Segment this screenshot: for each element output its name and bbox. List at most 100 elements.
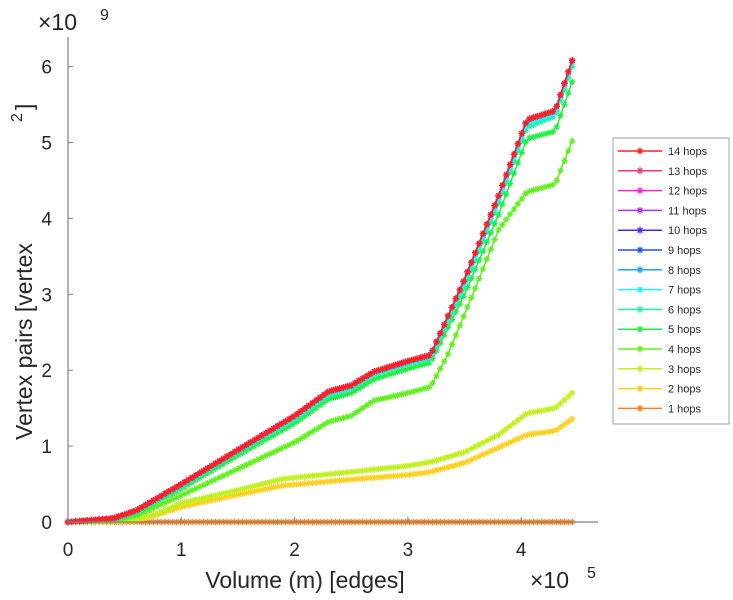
data-point-marker <box>270 448 277 456</box>
data-point-marker <box>390 369 397 377</box>
data-point-marker <box>402 390 409 397</box>
data-point-marker <box>359 375 366 382</box>
data-point-marker <box>309 472 316 480</box>
x-tick-label: 0 <box>63 540 74 561</box>
data-point-marker <box>309 399 316 407</box>
data-point-marker <box>390 464 397 471</box>
data-point-marker <box>281 425 289 432</box>
data-point-marker <box>188 474 196 481</box>
data-point-marker <box>421 360 429 368</box>
data-point-marker <box>347 382 355 389</box>
x-axis-label: Volume (m) [edges] <box>205 567 404 593</box>
data-point-marker <box>417 354 425 361</box>
data-point-marker <box>409 356 417 363</box>
data-point-marker <box>371 368 378 375</box>
data-point-marker <box>146 512 153 519</box>
data-point-marker <box>460 459 467 467</box>
data-point-marker <box>499 428 506 436</box>
data-point-marker <box>413 461 421 468</box>
data-point-marker <box>309 428 316 435</box>
data-point-marker <box>553 103 560 110</box>
data-point-marker <box>336 477 343 484</box>
data-point-marker <box>344 476 351 484</box>
data-point-marker <box>557 167 564 174</box>
data-point-marker <box>150 511 157 518</box>
data-point-marker <box>483 238 491 246</box>
y-tick-label: 1 <box>41 437 52 458</box>
data-point-marker <box>161 506 169 514</box>
data-point-marker <box>285 481 293 489</box>
data-point-marker <box>309 407 316 414</box>
data-point-marker <box>289 421 297 428</box>
data-point-marker <box>537 131 545 139</box>
data-point-marker <box>441 321 448 328</box>
data-point-marker <box>382 364 390 372</box>
data-point-marker <box>475 243 483 251</box>
data-point-marker <box>250 442 258 450</box>
data-point-marker <box>464 272 471 279</box>
data-point-marker <box>526 409 533 417</box>
legend-item: 7 hops <box>618 285 702 297</box>
data-point-marker <box>398 472 405 479</box>
data-point-marker <box>173 501 180 509</box>
data-point-marker <box>270 477 277 485</box>
data-point-marker <box>351 410 359 417</box>
data-point-marker <box>107 515 114 522</box>
data-point-marker <box>522 411 529 418</box>
y-axis-label-close: ] <box>11 104 37 110</box>
series-line <box>67 60 573 523</box>
data-point-marker <box>545 112 553 120</box>
data-point-marker <box>406 462 413 469</box>
legend-item: 9 hops <box>618 245 702 257</box>
data-point-marker <box>231 487 238 495</box>
data-point-marker <box>444 312 452 320</box>
data-point-marker <box>421 353 429 360</box>
data-point-marker <box>227 488 235 495</box>
data-point-marker <box>448 462 456 470</box>
data-point-marker <box>351 387 359 394</box>
legend-label: 2 hops <box>668 384 702 396</box>
legend-item: 8 hops <box>618 265 702 277</box>
data-point-marker <box>150 504 157 512</box>
data-point-marker <box>250 488 258 495</box>
data-point-marker <box>285 441 293 449</box>
data-point-marker <box>351 379 359 387</box>
data-point-marker <box>568 63 576 70</box>
data-point-marker <box>378 373 386 380</box>
data-point-marker <box>526 119 533 126</box>
legend-label: 3 hops <box>668 364 702 376</box>
data-point-marker <box>460 313 467 320</box>
data-point-marker <box>468 445 475 452</box>
data-point-marker <box>530 409 537 416</box>
data-point-marker <box>510 158 518 165</box>
data-point-marker <box>274 447 281 454</box>
data-point-marker <box>441 331 448 339</box>
legend-item: 13 hops <box>618 166 708 178</box>
data-point-marker <box>468 259 475 266</box>
data-point-marker <box>433 338 440 346</box>
data-point-marker <box>250 436 258 444</box>
data-point-marker <box>278 482 285 490</box>
data-point-marker <box>456 322 463 329</box>
data-point-marker <box>266 478 273 486</box>
data-point-marker <box>413 363 421 370</box>
data-point-marker <box>518 133 525 141</box>
data-point-marker <box>510 419 518 427</box>
data-point-marker <box>425 384 432 391</box>
data-point-marker <box>553 177 560 184</box>
data-point-marker <box>549 181 556 189</box>
data-point-marker <box>557 400 564 407</box>
data-point-marker <box>518 137 525 145</box>
data-point-marker <box>154 494 161 502</box>
data-point-marker <box>394 463 401 471</box>
data-point-marker <box>441 465 448 472</box>
data-point-marker <box>305 473 312 480</box>
data-point-marker <box>332 386 339 393</box>
data-point-marker <box>402 366 409 373</box>
data-point-marker <box>495 196 502 203</box>
data-point-marker <box>503 440 510 448</box>
legend-label: 13 hops <box>668 166 708 178</box>
data-point-marker <box>506 422 514 430</box>
data-point-marker <box>212 460 219 467</box>
data-point-marker <box>487 246 494 253</box>
